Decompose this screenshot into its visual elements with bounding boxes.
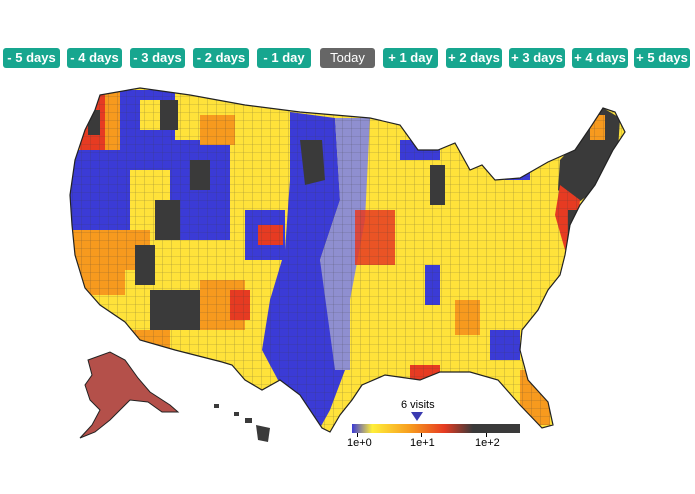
day-button-minus-3[interactable]: - 3 days xyxy=(130,48,185,68)
day-button-plus-2[interactable]: + 2 days xyxy=(446,48,502,68)
day-button-minus-4[interactable]: - 4 days xyxy=(67,48,122,68)
hawaii-region xyxy=(214,404,270,442)
day-button-plus-4[interactable]: + 4 days xyxy=(572,48,628,68)
day-button-minus-2[interactable]: - 2 days xyxy=(193,48,249,68)
day-button-plus-3[interactable]: + 3 days xyxy=(509,48,565,68)
color-scale-bar xyxy=(352,424,520,433)
day-button-today[interactable]: Today xyxy=(320,48,375,68)
legend-tick-label: 1e+0 xyxy=(347,437,372,449)
day-selector: - 5 days - 4 days - 3 days - 2 days - 1 … xyxy=(0,48,695,68)
legend-tick xyxy=(357,433,358,437)
legend-tick-label: 1e+1 xyxy=(410,437,435,449)
day-button-minus-1[interactable]: - 1 day xyxy=(257,48,311,68)
legend-tick xyxy=(421,433,422,437)
legend-marker-label: 6 visits xyxy=(401,399,435,411)
legend-tick-label: 1e+2 xyxy=(475,437,500,449)
day-button-plus-5[interactable]: + 5 days xyxy=(634,48,690,68)
alaska-region xyxy=(79,351,180,439)
legend-marker-icon xyxy=(411,412,423,421)
day-button-plus-1[interactable]: + 1 day xyxy=(383,48,438,68)
legend-tick xyxy=(486,433,487,437)
day-button-minus-5[interactable]: - 5 days xyxy=(3,48,60,68)
county-fill-regions xyxy=(70,88,625,432)
